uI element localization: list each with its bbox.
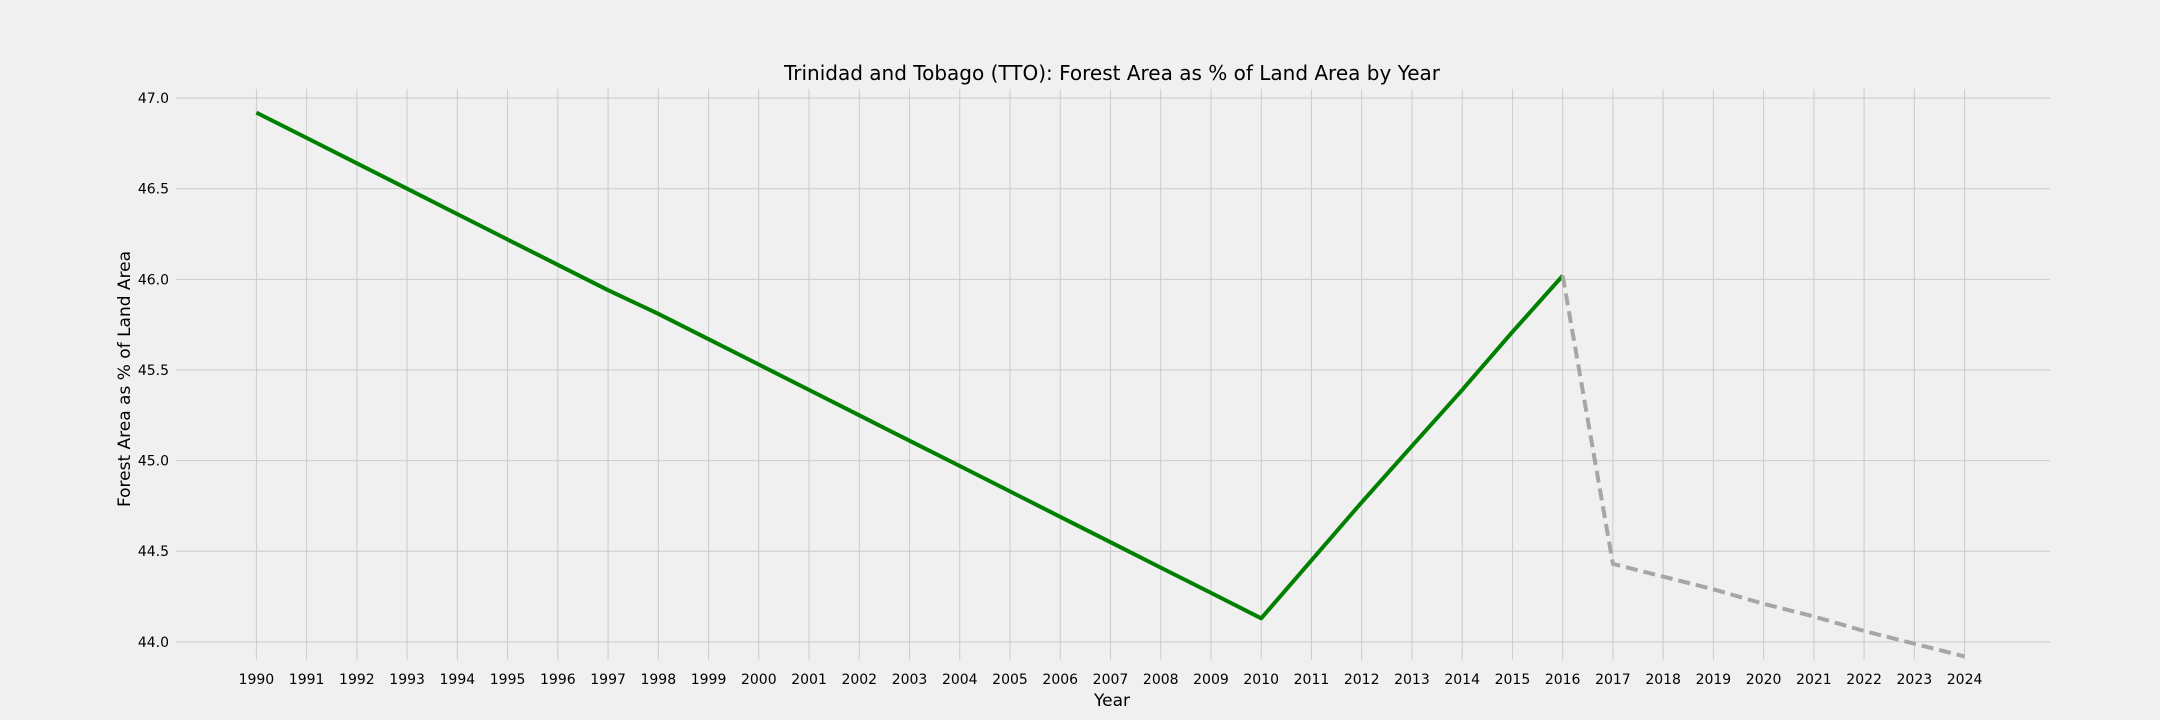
- x-tick-label: 2005: [992, 672, 1028, 688]
- x-tick-label: 2019: [1696, 672, 1732, 688]
- x-tick-label: 1998: [640, 672, 676, 688]
- x-tick-label: 2009: [1193, 672, 1229, 688]
- x-tick-label: 2004: [942, 672, 978, 688]
- projected-series-line: [1560, 275, 1966, 659]
- x-tick-label: 2007: [1093, 672, 1129, 688]
- x-tick-label: 1994: [440, 672, 476, 688]
- x-tick-label: 1992: [339, 672, 375, 688]
- x-tick-labels: 1990 1991 1992 1993 1994 1995 1996 1997 1998 1999…: [239, 672, 1983, 688]
- y-tick-labels: 44.0 44.5 45.0 45.5 46.0 46.5 47.0: [138, 91, 169, 651]
- y-tick-label: 45.0: [138, 454, 169, 470]
- x-tick-label: 1995: [490, 672, 526, 688]
- x-tick-label: 2015: [1495, 672, 1531, 688]
- forest-area-series-line: [255, 110, 1565, 621]
- y-tick-label: 46.5: [138, 182, 169, 198]
- x-tick-label: 1991: [289, 672, 325, 688]
- x-tick-label: 2012: [1344, 672, 1380, 688]
- x-tick-label: 2020: [1746, 672, 1782, 688]
- x-tick-label: 2002: [841, 672, 877, 688]
- x-tick-label: 2011: [1294, 672, 1330, 688]
- x-tick-label: 2000: [741, 672, 777, 688]
- y-tick-label: 44.0: [138, 635, 169, 651]
- y-tick-label: 47.0: [138, 91, 169, 107]
- chart-title: Trinidad and Tobago (TTO): Forest Area a…: [783, 61, 1441, 85]
- x-tick-label: 2006: [1042, 672, 1078, 688]
- x-tick-label: 2022: [1846, 672, 1882, 688]
- x-axis-label: Year: [1093, 691, 1130, 711]
- series-layer: [255, 110, 1966, 659]
- x-tick-label: 1993: [389, 672, 425, 688]
- x-tick-label: 1990: [239, 672, 275, 688]
- x-tick-label: 2023: [1897, 672, 1933, 688]
- x-tick-label: 2010: [1243, 672, 1279, 688]
- x-tick-label: 1996: [540, 672, 576, 688]
- y-tick-label: 46.0: [138, 272, 169, 288]
- x-tick-label: 2003: [892, 672, 928, 688]
- x-tick-label: 2001: [791, 672, 827, 688]
- x-tick-label: 1997: [590, 672, 626, 688]
- x-tick-label: 2013: [1394, 672, 1430, 688]
- x-tick-label: 2008: [1143, 672, 1179, 688]
- x-tick-label: 1999: [691, 672, 727, 688]
- x-tick-label: 2014: [1444, 672, 1480, 688]
- y-tick-label: 45.5: [138, 363, 169, 379]
- y-axis-label: Forest Area as % of Land Area: [115, 251, 135, 507]
- grid: [176, 89, 2050, 660]
- x-tick-label: 2017: [1595, 672, 1631, 688]
- x-tick-label: 2021: [1796, 672, 1832, 688]
- x-tick-label: 2024: [1947, 672, 1983, 688]
- x-tick-label: 2016: [1545, 672, 1581, 688]
- y-tick-label: 44.5: [138, 544, 169, 560]
- x-tick-label: 2018: [1645, 672, 1681, 688]
